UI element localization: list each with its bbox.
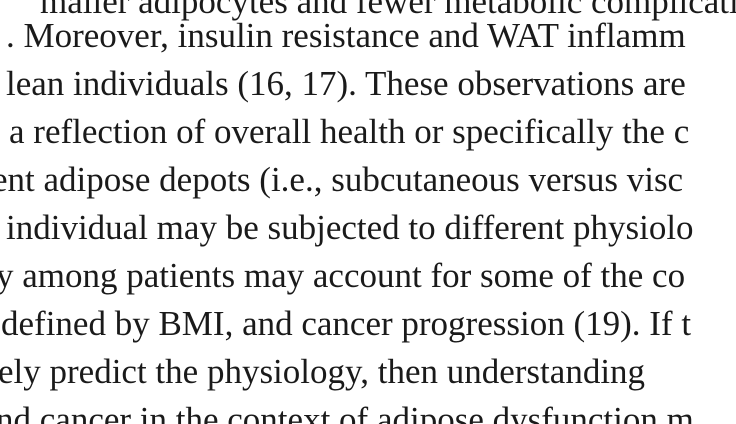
text-line: nd cancer in the context of adipose dysf… [0, 400, 694, 424]
text-line: ely predict the physiology, then underst… [0, 352, 646, 391]
text-line: y among patients may account for some of… [0, 256, 686, 295]
text-line: ent adipose depots (i.e., subcutaneous v… [0, 160, 684, 199]
text-line: a reflection of overall health or specif… [9, 112, 690, 151]
text-line: individual may be subjected to different… [6, 208, 694, 247]
text-line: defined by BMI, and cancer progression (… [1, 304, 692, 343]
text-line: . Moreover, insulin resistance and WAT i… [6, 16, 686, 55]
text-line: lean individuals (16, 17). These observa… [6, 64, 686, 103]
text-line: maller adipocytes and fewer metabolic co… [40, 0, 736, 21]
